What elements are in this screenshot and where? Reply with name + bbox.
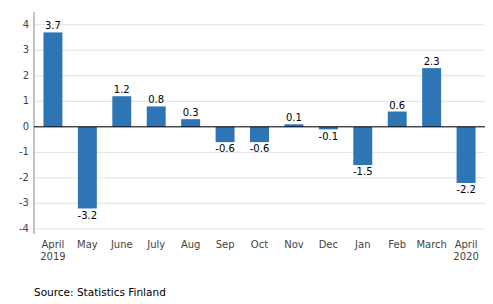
x-tick-label: April2020 xyxy=(453,239,478,262)
data-label: 1.2 xyxy=(114,84,130,95)
y-tick-label: 3 xyxy=(23,44,29,55)
x-tick-line: Aug xyxy=(181,239,201,250)
bar xyxy=(112,96,131,127)
grid-line xyxy=(34,75,485,76)
x-tick-line: May xyxy=(77,239,98,250)
data-label: 0.8 xyxy=(148,94,164,105)
chart-container: -4 -3 -2 -1 0 1 2 3 4 3.7 -3.2 1.2 0.8 0.3 -0.6 -0.6 0.1… xyxy=(0,0,493,304)
x-tick-label: Oct xyxy=(251,239,268,250)
x-tick-label: April2019 xyxy=(40,239,65,262)
bar xyxy=(422,68,441,127)
grid-line xyxy=(34,24,485,25)
bar xyxy=(43,32,62,126)
x-tick-line: June xyxy=(110,239,133,250)
bar xyxy=(457,127,476,183)
y-tick-label: -4 xyxy=(19,223,29,234)
x-tick-line: Jan xyxy=(354,239,370,250)
x-tick-label: March xyxy=(416,239,446,250)
x-tick-label: Sep xyxy=(216,239,235,250)
bar xyxy=(250,127,269,142)
grid-line xyxy=(34,177,485,178)
y-tick-label: -2 xyxy=(19,172,29,183)
grid-line xyxy=(34,228,485,229)
data-label: -0.1 xyxy=(319,131,339,142)
x-tick-line: April xyxy=(42,239,65,250)
grid-line xyxy=(34,126,485,127)
grid xyxy=(34,25,485,229)
data-label: 0.3 xyxy=(183,107,199,118)
x-tick-label: Dec xyxy=(319,239,338,250)
x-tick-line: Oct xyxy=(251,239,268,250)
data-label: 0.1 xyxy=(286,112,302,123)
y-axis-line xyxy=(34,12,35,234)
x-tick-label: Jan xyxy=(354,239,370,250)
y-tick-label: 4 xyxy=(23,19,29,30)
x-tick-line: Dec xyxy=(319,239,338,250)
x-tick-line: Sep xyxy=(216,239,235,250)
data-label: -0.6 xyxy=(215,143,235,154)
x-tick-label: Feb xyxy=(388,239,406,250)
bar xyxy=(353,127,372,165)
data-label: 3.7 xyxy=(45,20,61,31)
bar xyxy=(147,106,166,126)
data-label: -3.2 xyxy=(78,210,98,221)
bar xyxy=(78,127,97,209)
x-tick-line: April xyxy=(455,239,478,250)
x-tick-label: June xyxy=(110,239,133,250)
grid-line xyxy=(34,203,485,204)
x-tick-line: March xyxy=(416,239,446,250)
data-label: 2.3 xyxy=(424,56,440,67)
bars xyxy=(43,32,475,208)
y-tick-label: 0 xyxy=(23,121,29,132)
bar xyxy=(216,127,235,142)
y-tick-label: 1 xyxy=(23,95,29,106)
bar xyxy=(388,112,407,127)
x-tick-label: Nov xyxy=(284,239,304,250)
x-tick-line: Nov xyxy=(284,239,304,250)
grid-line xyxy=(34,50,485,51)
data-label: -0.6 xyxy=(250,143,270,154)
x-tick-line: 2020 xyxy=(453,251,478,262)
data-label: 0.6 xyxy=(389,100,405,111)
x-tick-line: 2019 xyxy=(40,251,65,262)
data-label: -1.5 xyxy=(353,166,373,177)
bar xyxy=(181,119,200,127)
zero-line xyxy=(34,126,485,127)
x-tick-line: July xyxy=(146,239,165,250)
data-label: -2.2 xyxy=(456,184,476,195)
x-tick-line: Feb xyxy=(388,239,406,250)
chart-svg: -4 -3 -2 -1 0 1 2 3 4 3.7 -3.2 1.2 0.8 0.3 -0.6 -0.6 0.1… xyxy=(0,0,493,304)
y-tick-label: -3 xyxy=(19,197,29,208)
y-tick-label: -1 xyxy=(19,146,29,157)
y-tick-label: 2 xyxy=(23,70,29,81)
x-tick-label: July xyxy=(146,239,165,250)
source-note: Source: Statistics Finland xyxy=(34,286,166,298)
grid-line xyxy=(34,101,485,102)
x-tick-label: May xyxy=(77,239,98,250)
x-tick-label: Aug xyxy=(181,239,201,250)
